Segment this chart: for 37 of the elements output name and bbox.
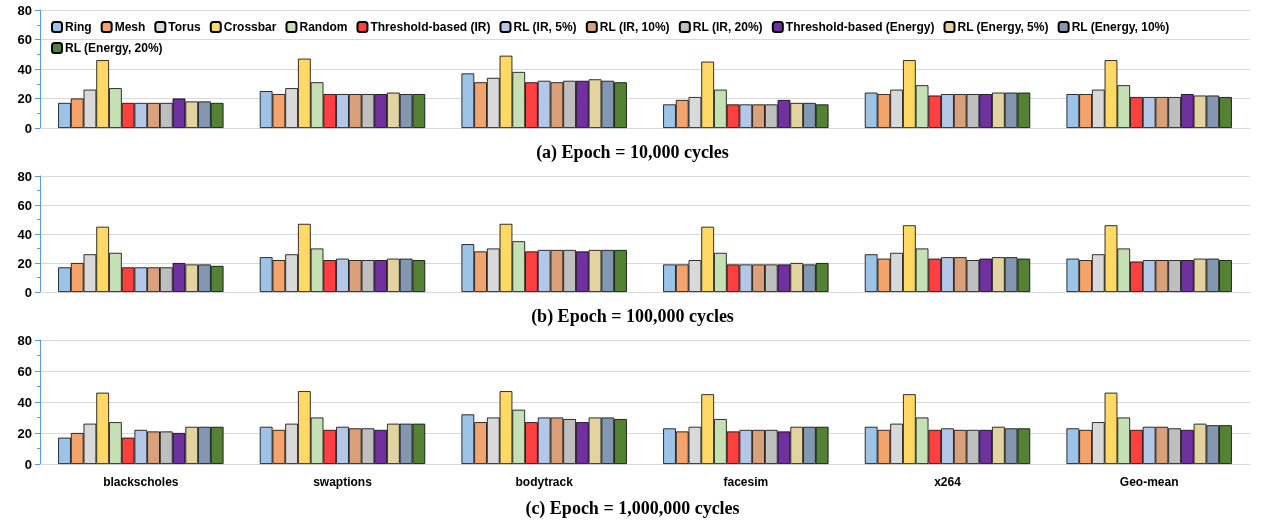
x-tick-label: facesim: [723, 475, 769, 489]
x-tick-label: Geo-mean: [1119, 475, 1179, 489]
x-tick-label: swaptions: [313, 475, 373, 489]
x-tick-label: bodytrack: [515, 475, 574, 489]
y-tick-label: 80: [17, 2, 32, 18]
x-tick-label: x264: [934, 475, 962, 489]
legend-label: Crossbar: [223, 20, 277, 34]
text: (c) Epoch = 1,000,000 cycles: [525, 498, 740, 519]
y-tick-label: 40: [17, 61, 32, 77]
legend-label: RL (Energy, 10%): [1071, 20, 1170, 34]
y-tick-label: 80: [17, 332, 32, 348]
legend-label: Torus: [168, 20, 202, 34]
legend-label: Threshold-based (IR): [370, 20, 491, 34]
legend-label: RL (IR, 20%): [692, 20, 763, 34]
y-tick-label: 0: [24, 456, 32, 472]
legend-label: RL (Energy, 5%): [957, 20, 1049, 34]
y-tick-label: 0: [24, 120, 32, 136]
legend-label: Mesh: [114, 20, 146, 34]
legend-label: RL (Energy, 20%): [65, 41, 163, 55]
y-tick-label: 20: [17, 425, 32, 441]
y-tick-label: 0: [24, 284, 32, 300]
x-tick-label: blackscholes: [103, 475, 179, 489]
y-tick-label: 20: [17, 91, 32, 106]
y-tick-label: 40: [17, 226, 32, 242]
text: (a) Epoch = 10,000 cycles: [536, 142, 729, 163]
legend-label: Random: [299, 20, 348, 34]
legend-label: RL (IR, 10%): [599, 20, 670, 34]
y-tick-label: 60: [17, 32, 32, 47]
y-tick-label: 80: [17, 168, 32, 184]
y-tick-label: 40: [17, 394, 32, 410]
text: (b) Epoch = 100,000 cycles: [531, 306, 734, 327]
legend-label: Threshold-based (Energy): [785, 20, 935, 34]
legend-label: RL (IR, 5%): [513, 20, 577, 34]
y-tick-label: 20: [17, 255, 32, 271]
legend-label: Ring: [65, 20, 92, 34]
y-tick-label: 60: [17, 363, 32, 379]
y-tick-label: 60: [17, 197, 32, 213]
